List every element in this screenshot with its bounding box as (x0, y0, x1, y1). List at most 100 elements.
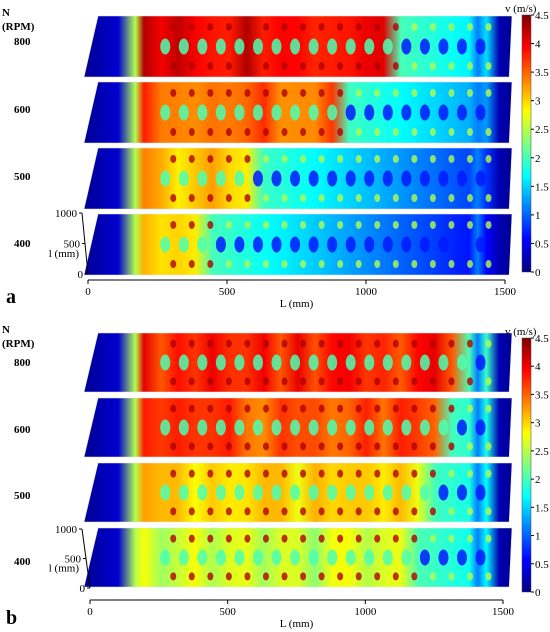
hot-spot (226, 507, 232, 515)
vortex-spot (364, 355, 374, 371)
colorbar-tick-label: 4 (535, 361, 541, 373)
vortex-spot (327, 420, 337, 436)
hot-spot (467, 89, 473, 97)
hot-spot (356, 23, 362, 31)
panel-b-rows: 800600500400 (14, 333, 512, 587)
hot-spot (393, 535, 399, 543)
hot-spot (244, 62, 250, 70)
hot-spot (244, 405, 250, 413)
hot-spot (226, 340, 232, 348)
hot-spot (448, 155, 454, 163)
vortex-spot (438, 420, 448, 436)
vortex-spot (327, 550, 337, 566)
hot-spot (319, 572, 325, 580)
hot-spot (486, 340, 492, 348)
vortex-spot (179, 420, 189, 436)
hot-spot (430, 62, 436, 70)
hot-spot (393, 128, 399, 136)
hot-spot (170, 62, 176, 70)
hot-spot (374, 194, 380, 202)
hot-spot (356, 260, 362, 268)
hot-spot (319, 405, 325, 413)
hot-spot (337, 572, 343, 580)
hot-spot (486, 23, 492, 31)
vortex-spot (383, 171, 393, 187)
vortex-spot (234, 237, 244, 253)
vortex-spot (197, 550, 207, 566)
hot-spot (300, 377, 306, 385)
hot-spot (189, 405, 195, 413)
vortex-spot (272, 485, 282, 501)
hot-spot (430, 260, 436, 268)
hot-spot (448, 470, 454, 478)
hot-spot (300, 572, 306, 580)
hot-spot (189, 62, 195, 70)
hot-spot (282, 23, 288, 31)
hot-spot (263, 535, 269, 543)
hot-spot (337, 260, 343, 268)
vortex-spot (327, 485, 337, 501)
hot-spot (486, 89, 492, 97)
vortex-spot (309, 39, 319, 55)
vortex-spot (401, 485, 411, 501)
hot-spot (226, 194, 232, 202)
vortex-spot (309, 550, 319, 566)
vortex-spot (327, 171, 337, 187)
vortex-spot (364, 171, 374, 187)
hot-spot (244, 260, 250, 268)
hot-spot (430, 405, 436, 413)
hot-spot (374, 572, 380, 580)
row-header-rpm-b: (RPM) (2, 338, 35, 350)
hot-spot (244, 535, 250, 543)
hot-spot (226, 405, 232, 413)
vortex-spot (383, 420, 393, 436)
hot-spot (282, 405, 288, 413)
hot-spot (448, 62, 454, 70)
hot-spot (170, 128, 176, 136)
vortex-spot (197, 39, 207, 55)
vortex-spot (346, 39, 356, 55)
colorbar-ramp (522, 15, 531, 272)
hot-spot (374, 340, 380, 348)
hot-spot (263, 405, 269, 413)
vortex-spot (160, 39, 170, 55)
hot-spot (282, 260, 288, 268)
vortex-spot (160, 237, 170, 253)
vortex-spot (364, 39, 374, 55)
vortex-spot (309, 355, 319, 371)
hot-spot (337, 89, 343, 97)
hot-spot (411, 377, 417, 385)
hot-spot (467, 340, 473, 348)
hot-spot (282, 221, 288, 229)
hot-spot (226, 221, 232, 229)
hot-spot (430, 535, 436, 543)
vortex-spot (346, 485, 356, 501)
vortex-spot (160, 355, 170, 371)
vortex-spot (401, 420, 411, 436)
vortex-spot (160, 485, 170, 501)
vortex-spot (179, 39, 189, 55)
hot-spot (263, 442, 269, 450)
hot-spot (226, 23, 232, 31)
vortex-spot (179, 105, 189, 121)
x-tick-label: 500 (219, 606, 236, 618)
hot-spot (189, 470, 195, 478)
hot-spot (411, 155, 417, 163)
hot-spot (226, 62, 232, 70)
hot-spot (319, 507, 325, 515)
vortex-spot (364, 105, 374, 121)
row-header-n-a: N (2, 7, 10, 19)
vortex-spot (234, 485, 244, 501)
hot-spot (486, 260, 492, 268)
vortex-spot (457, 550, 467, 566)
colorbar-tick-label: 1 (535, 210, 541, 222)
vortex-spot (457, 171, 467, 187)
hot-spot (430, 377, 436, 385)
hot-spot (189, 89, 195, 97)
vortex-spot (309, 237, 319, 253)
hot-spot (300, 442, 306, 450)
hot-spot (170, 405, 176, 413)
vortex-spot (216, 171, 226, 187)
vortex-spot (438, 237, 448, 253)
hot-spot (263, 507, 269, 515)
